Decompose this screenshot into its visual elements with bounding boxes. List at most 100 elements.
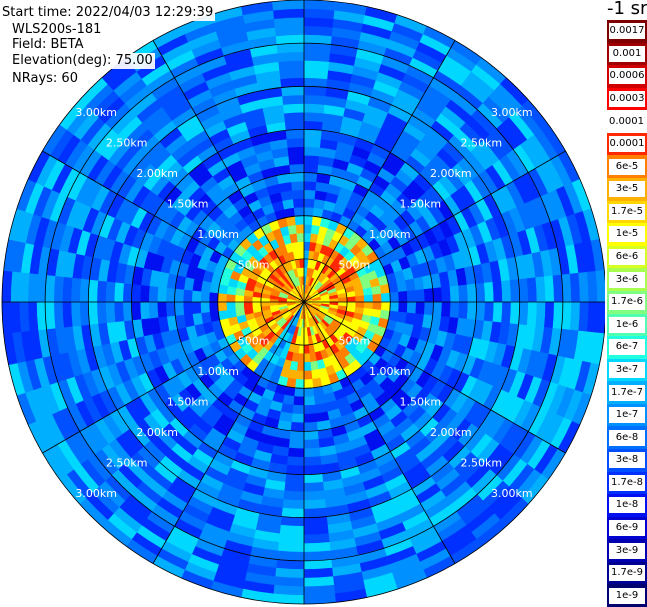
- beta-cell: [10, 301, 22, 333]
- range-ring-label: 1.00km: [369, 365, 411, 378]
- beta-cell: [363, 294, 374, 303]
- beta-cell: [292, 396, 305, 406]
- beta-cell: [380, 301, 391, 312]
- azimuth-spoke: [42, 150, 305, 303]
- range-ring-label: 500m: [339, 259, 371, 272]
- beta-cell: [303, 25, 334, 37]
- field-text: Field: BETA: [0, 37, 86, 53]
- beta-cell: [303, 550, 332, 562]
- beta-cell: [273, 584, 305, 596]
- beta-cell: [303, 336, 309, 346]
- beta-cell: [96, 280, 107, 303]
- beta-cell: [569, 301, 581, 332]
- beta-cell: [283, 481, 305, 493]
- beta-cell: [279, 68, 305, 80]
- beta-cell: [303, 387, 315, 398]
- range-ring-label: 3.00km: [491, 487, 533, 500]
- beta-cell: [293, 206, 305, 217]
- beta-cell: [295, 224, 305, 234]
- beta-cell: [492, 301, 503, 323]
- beta-cell: [432, 301, 443, 317]
- beta-cell: [285, 129, 305, 140]
- beta-cell: [282, 94, 305, 105]
- range-ring-label: 500m: [339, 335, 371, 348]
- beta-cell: [200, 290, 210, 303]
- beta-cell: [303, 456, 322, 467]
- beta-cell: [303, 567, 334, 579]
- beta-cell: [44, 274, 56, 303]
- beta-cell: [283, 490, 305, 501]
- beta-cell: [148, 301, 159, 319]
- beta-cell: [96, 301, 107, 324]
- beta-cell: [200, 301, 210, 314]
- beta-cell: [295, 370, 305, 380]
- beta-cell: [303, 86, 327, 97]
- range-ring-labels: 500m 500m 1.00km 1.00km 1.50km 1.50km 2.00km 2.…: [75, 106, 532, 500]
- beta-cell: [191, 290, 202, 303]
- beta-cell: [466, 283, 477, 303]
- beta-cell: [273, 576, 305, 587]
- beta-cell: [303, 232, 312, 243]
- beta-cell: [372, 301, 382, 311]
- colorbar: 0.0017 0.001 0.0006 0.0003 0.00017 0.0001 6e-5…: [607, 20, 647, 607]
- beta-cell: [303, 68, 329, 80]
- beta-cell: [70, 277, 82, 303]
- range-ring-label: 500m: [238, 335, 270, 348]
- beta-cell: [303, 224, 313, 234]
- beta-cell: [276, 550, 305, 562]
- colorbar-tick-label: 3e-7: [609, 361, 645, 378]
- beta-cell: [303, 439, 320, 449]
- beta-cell: [303, 473, 324, 484]
- beta-cell: [501, 280, 512, 303]
- beta-cell: [398, 301, 408, 314]
- beta-cell: [298, 249, 305, 260]
- colorbar-tick-label: 3e-5: [609, 181, 645, 198]
- beta-cell: [287, 447, 305, 458]
- beta-cell: [105, 301, 116, 323]
- beta-cell: [273, 17, 305, 28]
- beta-cell: [274, 25, 305, 37]
- beta-cell: [329, 298, 339, 303]
- colorbar-tick-label: 0.00017: [609, 113, 645, 130]
- beta-cell: [294, 378, 305, 389]
- beta-cell: [19, 271, 30, 303]
- colorbar-tick-label: 6e-5: [609, 158, 645, 175]
- azimuth-spoke: [303, 301, 566, 454]
- beta-cell: [131, 283, 142, 303]
- beta-cell: [303, 198, 316, 208]
- beta-cell: [62, 301, 73, 328]
- beta-cell: [310, 369, 321, 380]
- beta-cell: [303, 481, 325, 493]
- colorbar-tick-label: 1e-5: [609, 226, 645, 243]
- beta-cell: [165, 287, 176, 303]
- beta-cell: [406, 290, 417, 303]
- beta-cell: [586, 301, 598, 333]
- beta-cell: [208, 301, 219, 313]
- beta-cell: [535, 301, 546, 328]
- beta-cell: [303, 524, 329, 536]
- beta-cell: [303, 396, 316, 406]
- beta-cell: [552, 274, 564, 303]
- beta-cell: [208, 291, 219, 303]
- beta-cell: [303, 378, 314, 389]
- beta-cell: [53, 301, 64, 329]
- beta-cell: [449, 285, 460, 303]
- beta-cell: [44, 301, 56, 330]
- beta-cell: [277, 542, 305, 553]
- range-ring-label: 1.00km: [197, 365, 239, 378]
- beta-cell: [415, 289, 426, 303]
- beta-cell: [300, 267, 305, 277]
- azimuth-spoke: [152, 301, 305, 564]
- beta-cell: [303, 404, 316, 415]
- colorbar-tick-label: 1.7e-5: [609, 203, 645, 220]
- beta-cell: [535, 276, 546, 303]
- beta-cell: [569, 272, 581, 303]
- beta-cell: [509, 279, 520, 303]
- colorbar-tick-label: 6e-8: [609, 429, 645, 446]
- beta-cell: [544, 301, 555, 329]
- colorbar-tick-label: 1e-8: [609, 497, 645, 514]
- range-ring-label: 2.50km: [106, 137, 148, 150]
- elevation-text: Elevation(deg): 75.00: [0, 53, 155, 69]
- range-ring-label: 1.50km: [400, 198, 442, 211]
- beta-cell: [303, 129, 323, 140]
